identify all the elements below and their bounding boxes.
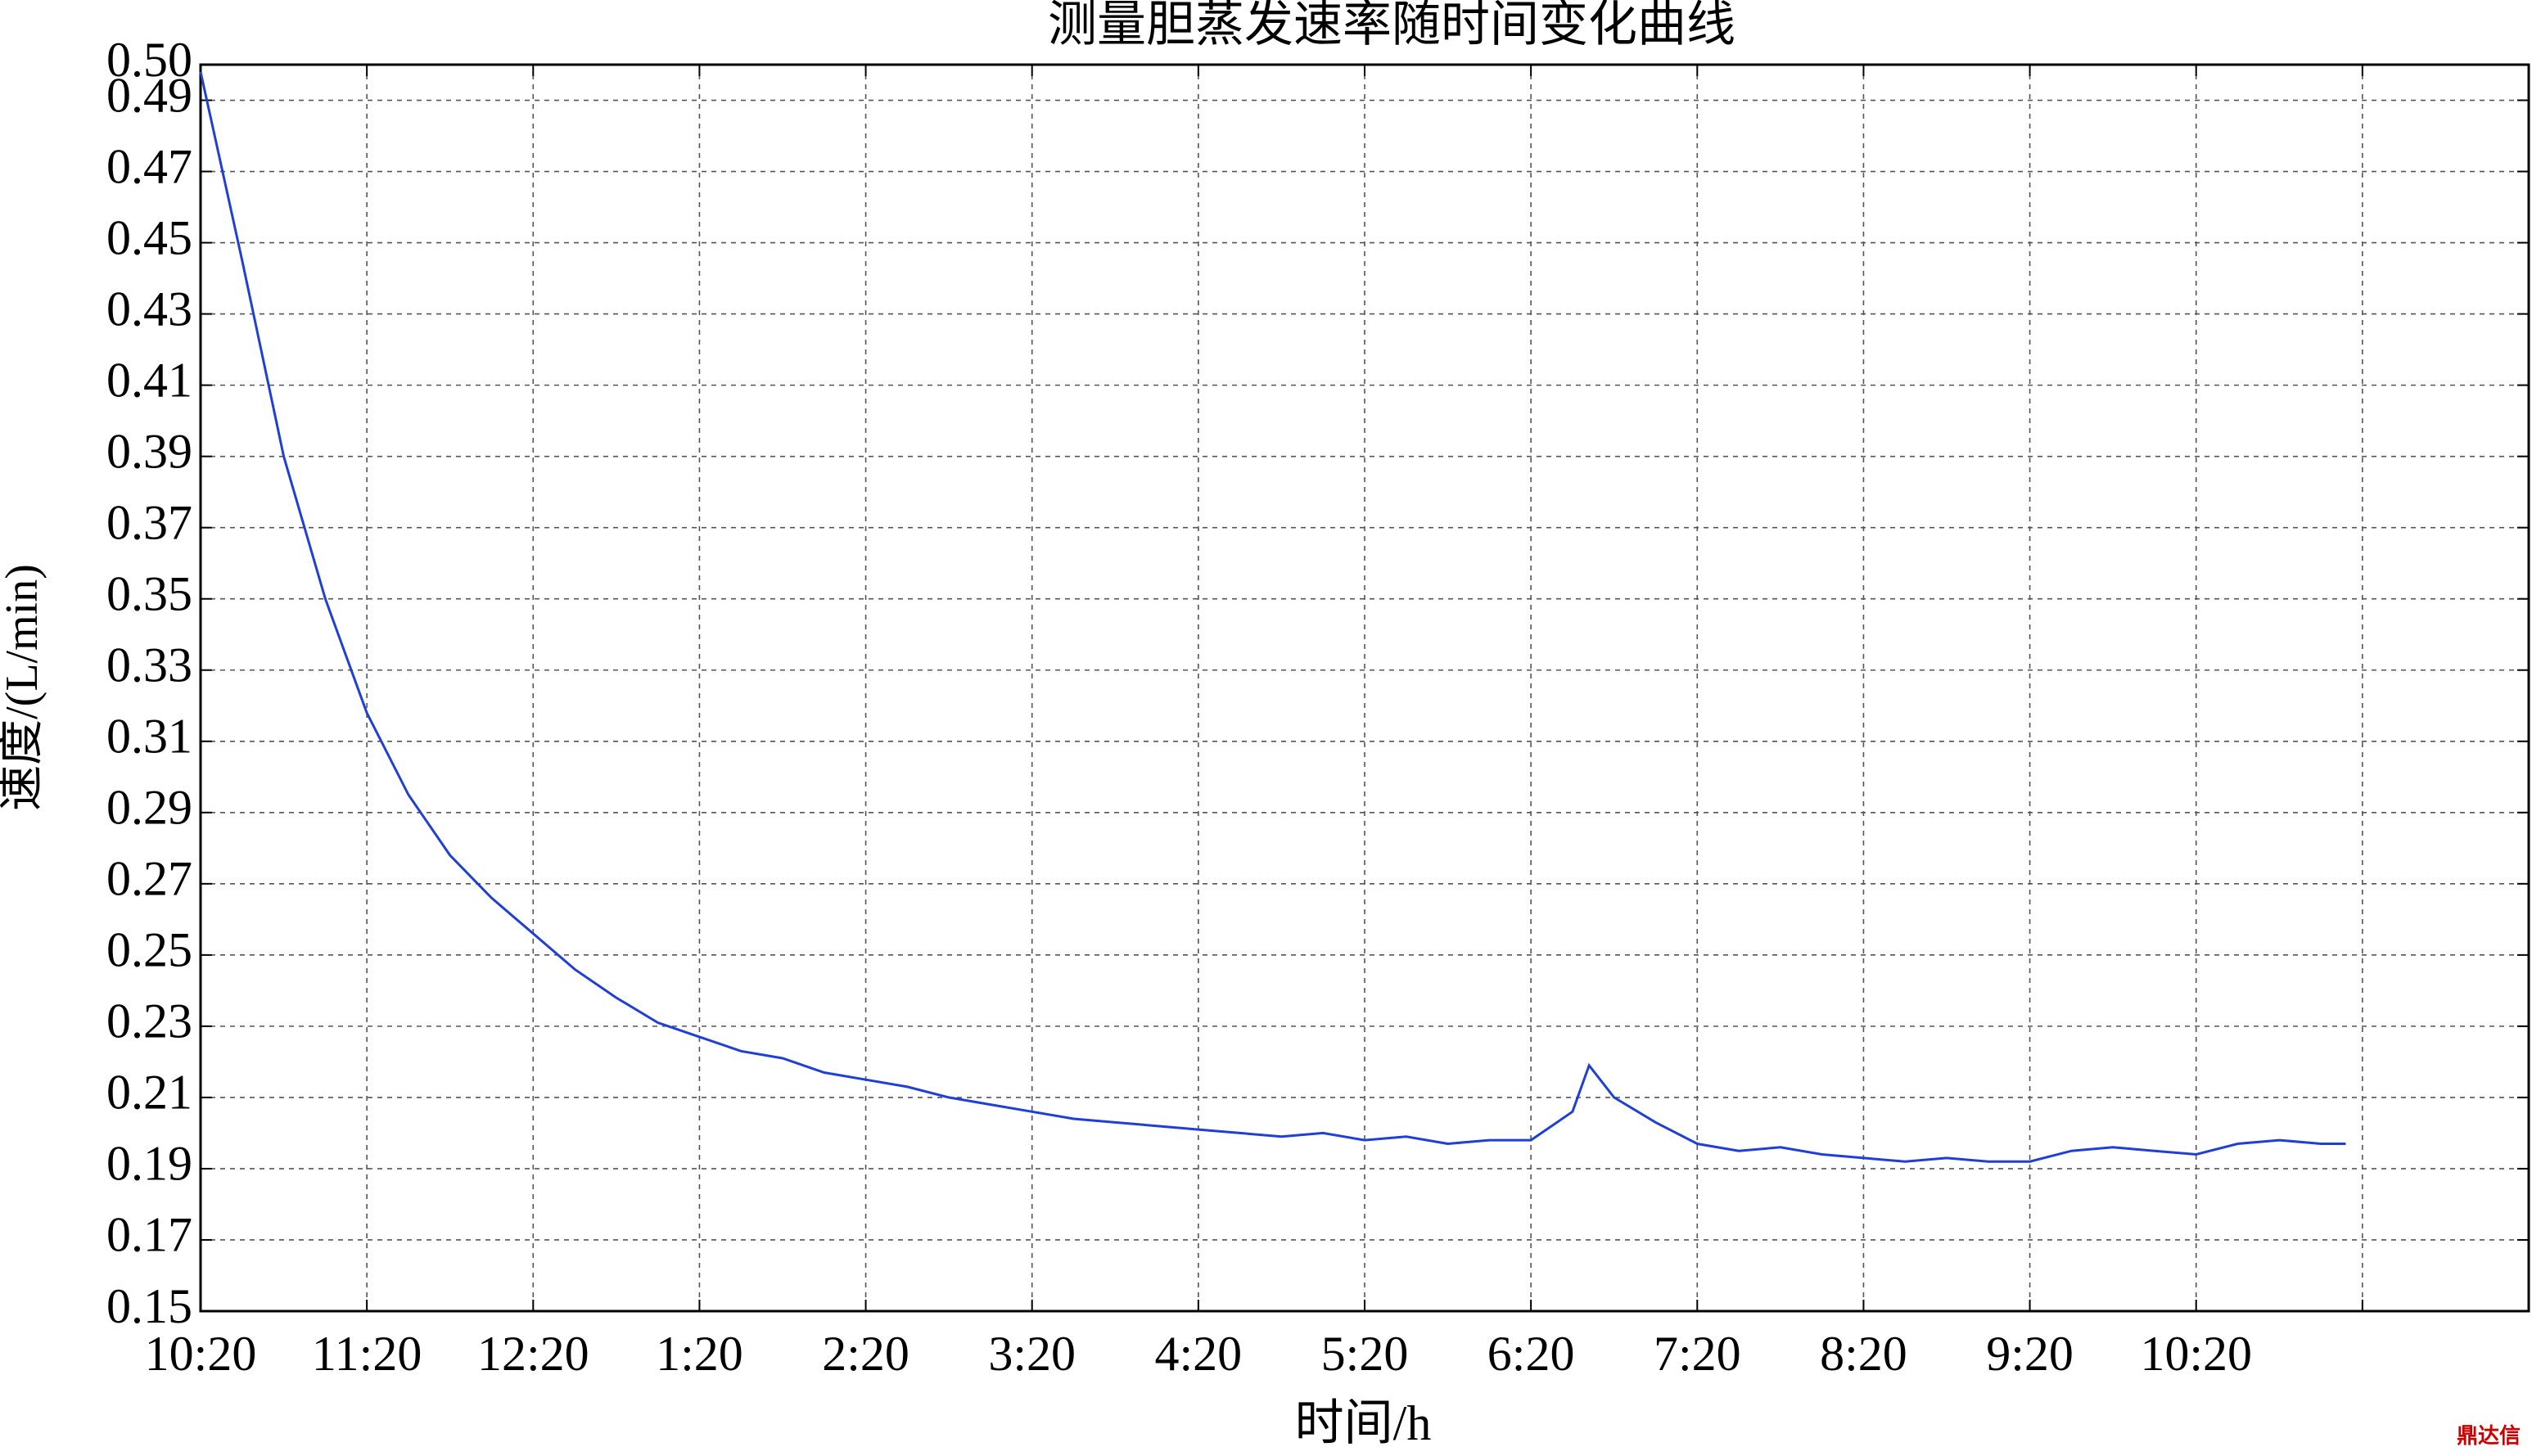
x-tick-label: 1:20 — [656, 1327, 743, 1381]
watermark: 鼎达信 — [2457, 1424, 2521, 1448]
x-tick-label: 6:20 — [1487, 1327, 1575, 1381]
y-tick-label: 0.50 — [106, 33, 192, 87]
x-tick-label: 10:20 — [2140, 1327, 2252, 1381]
y-tick-label: 0.39 — [106, 424, 192, 478]
chart-title: 测量胆蒸发速率随时间变化曲线 — [1048, 0, 1735, 52]
y-tick-label: 0.49 — [106, 68, 192, 122]
x-tick-label: 7:20 — [1654, 1327, 1741, 1381]
y-tick-label: 0.29 — [106, 781, 192, 835]
x-tick-label: 4:20 — [1155, 1327, 1243, 1381]
plot-frame — [199, 63, 2530, 1313]
x-tick-label: 2:20 — [822, 1327, 909, 1381]
x-tick-label: 8:20 — [1820, 1327, 1907, 1381]
x-axis-label: 时间/h — [1295, 1396, 1432, 1450]
x-tick-label: 9:20 — [1986, 1327, 2074, 1381]
y-tick-label: 0.19 — [106, 1137, 192, 1191]
y-tick-label: 0.15 — [106, 1279, 192, 1333]
data-line — [199, 71, 2346, 1163]
x-tick-label: 11:20 — [312, 1327, 422, 1381]
y-tick-label: 0.21 — [106, 1066, 192, 1120]
y-tick-label: 0.23 — [106, 994, 192, 1048]
y-tick-label: 0.27 — [106, 852, 192, 906]
x-tick-label: 3:20 — [988, 1327, 1076, 1381]
x-tick-label: 12:20 — [477, 1327, 589, 1381]
y-tick-label: 0.31 — [106, 710, 192, 764]
y-tick-label: 0.47 — [106, 139, 192, 193]
x-tick-label: 10:20 — [145, 1327, 257, 1381]
y-tick-label: 0.43 — [106, 282, 192, 336]
y-tick-label: 0.45 — [106, 210, 192, 264]
y-tick-label: 0.37 — [106, 495, 192, 549]
y-tick-label: 0.17 — [106, 1208, 192, 1262]
x-tick-label: 5:20 — [1321, 1327, 1409, 1381]
y-tick-label: 0.33 — [106, 638, 192, 692]
y-tick-label: 0.35 — [106, 566, 192, 620]
y-tick-label: 0.41 — [106, 353, 192, 407]
y-tick-label: 0.25 — [106, 923, 192, 977]
y-axis-label: 速度/(L/min) — [0, 564, 47, 811]
